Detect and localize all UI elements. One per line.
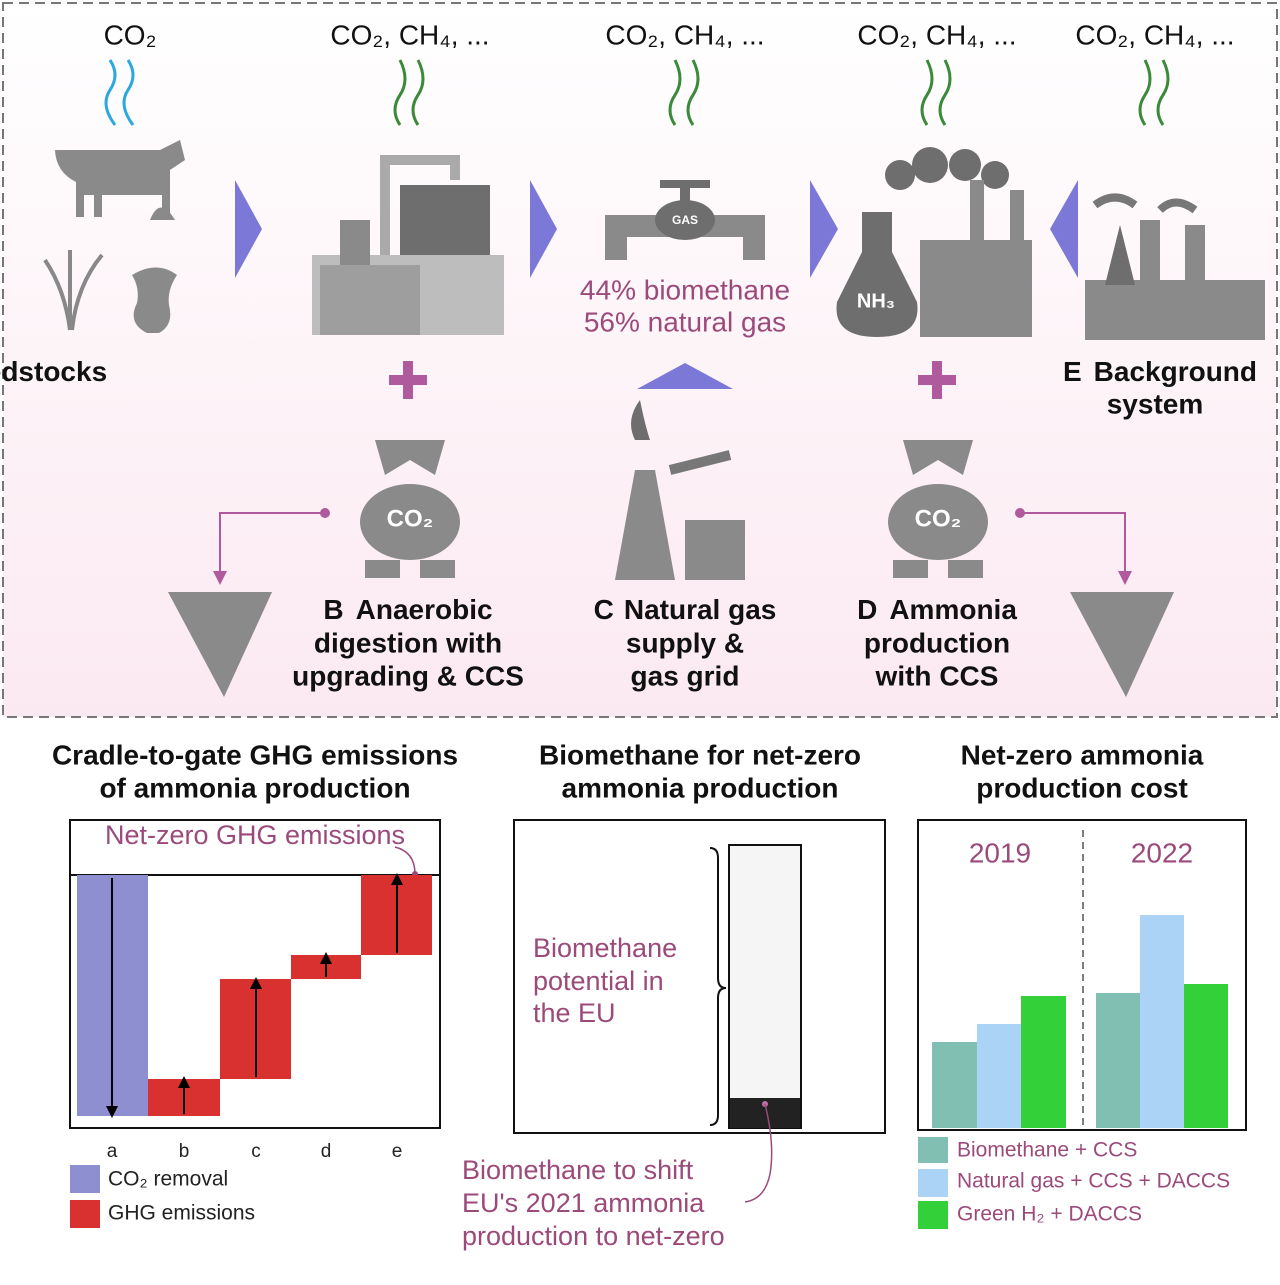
share-line: production to net-zero <box>462 1221 725 1251</box>
background-icon <box>1085 193 1265 340</box>
stage-label: AFeedstocks <box>0 356 107 387</box>
emission-label: CO₂, CH₄, ... <box>605 19 764 50</box>
panel-title: Biomethane for net-zero <box>539 739 861 770</box>
gas-mix: 44% biomethane 56% natural gas <box>580 274 790 337</box>
emissions-panel: Cradle-to-gate GHG emissions of ammonia … <box>52 739 458 1228</box>
category-label: b <box>179 1141 190 1162</box>
storage-funnels <box>168 592 1174 697</box>
panel-title: production cost <box>976 772 1188 803</box>
stage-label: B Anaerobic <box>323 594 492 625</box>
gas-mix-line: 44% biomethane <box>580 274 790 305</box>
potential-line: Biomethane <box>533 933 677 963</box>
year-label: 2022 <box>1131 837 1193 868</box>
legend-label: Natural gas + CCS + DACCS <box>957 1170 1230 1193</box>
icon-label: CO₂ <box>915 505 962 532</box>
emission-label: CO₂, CH₄, ... <box>857 19 1016 50</box>
feedstock-icons <box>43 140 185 333</box>
digester-icon <box>312 155 504 335</box>
gas-valve-icon: GAS <box>605 180 765 260</box>
stage-line: system <box>1107 388 1204 419</box>
category-label: a <box>107 1141 118 1162</box>
year-label: 2019 <box>969 837 1031 868</box>
stage-label: E Background <box>1063 356 1257 387</box>
emission-label: CO₂, CH₄, ... <box>1075 19 1234 50</box>
stage-line: gas grid <box>631 660 740 691</box>
cost-panel: Net-zero ammonia production cost 2019 20… <box>917 739 1247 1229</box>
ammonia-plant-icon: NH₃ <box>836 147 1032 337</box>
panel-title: ammonia production <box>562 772 839 803</box>
stage-line: Ammonia <box>889 594 1017 625</box>
storage-links <box>213 508 1132 585</box>
stage-line: digestion with <box>314 627 502 658</box>
potential-line: the EU <box>533 998 616 1028</box>
stage-letter: B <box>323 594 343 625</box>
stage-line: Feedstocks <box>0 356 107 387</box>
emission-label: CO₂ <box>104 19 157 50</box>
legend-label: GHG emissions <box>108 1202 255 1225</box>
potential-line: potential in <box>533 966 664 996</box>
annotation: Net-zero GHG emissions <box>105 820 405 850</box>
category-label: d <box>321 1141 332 1162</box>
legend-label: Biomethane + CCS <box>957 1139 1137 1162</box>
wavy-arrows <box>104 59 1170 126</box>
share-line: Biomethane to shift <box>462 1155 694 1185</box>
icon-label: CO₂ <box>387 505 434 532</box>
share-line: EU's 2021 ammonia <box>462 1188 705 1218</box>
stage-labels: AFeedstocks B Anaerobic digestion with up… <box>0 356 1257 691</box>
stage-line: production <box>864 627 1010 658</box>
legend-label: Green H₂ + DACCS <box>957 1203 1142 1226</box>
panel-title: Cradle-to-gate GHG emissions <box>52 739 458 770</box>
flow-arrows <box>235 180 1078 389</box>
biomethane-panel: Biomethane for net-zero ammonia producti… <box>462 739 886 1251</box>
stage-letter: D <box>857 594 877 625</box>
plus-signs <box>389 361 956 399</box>
stage-label: D Ammonia <box>857 594 1017 625</box>
emission-labels: CO₂ CO₂, CH₄, ... CO₂, CH₄, ... CO₂, CH₄… <box>104 19 1235 50</box>
stage-line: Anaerobic <box>356 594 493 625</box>
icon-label: GAS <box>672 213 698 227</box>
stage-letter: C <box>594 594 614 625</box>
category-label: e <box>392 1141 403 1162</box>
stage-line: supply & <box>626 627 744 658</box>
stage-label: C Natural gas <box>594 594 777 625</box>
stage-line: upgrading & CCS <box>292 660 524 691</box>
panel-title: of ammonia production <box>99 772 410 803</box>
icon-label: NH₃ <box>857 290 895 312</box>
stage-line: Background <box>1094 356 1257 387</box>
stage-line: Natural gas <box>624 594 777 625</box>
category-label: c <box>251 1141 261 1162</box>
legend-label: CO₂ removal <box>108 1168 228 1191</box>
stage-letter: E <box>1063 356 1082 387</box>
emission-label: CO₂, CH₄, ... <box>330 19 489 50</box>
capture-icons: CO₂ CO₂ <box>360 440 988 578</box>
gas-mix-line: 56% natural gas <box>584 306 786 337</box>
stage-line: with CCS <box>875 660 999 691</box>
panel-title: Net-zero ammonia <box>961 739 1204 770</box>
oil-rig-icon <box>615 400 745 580</box>
